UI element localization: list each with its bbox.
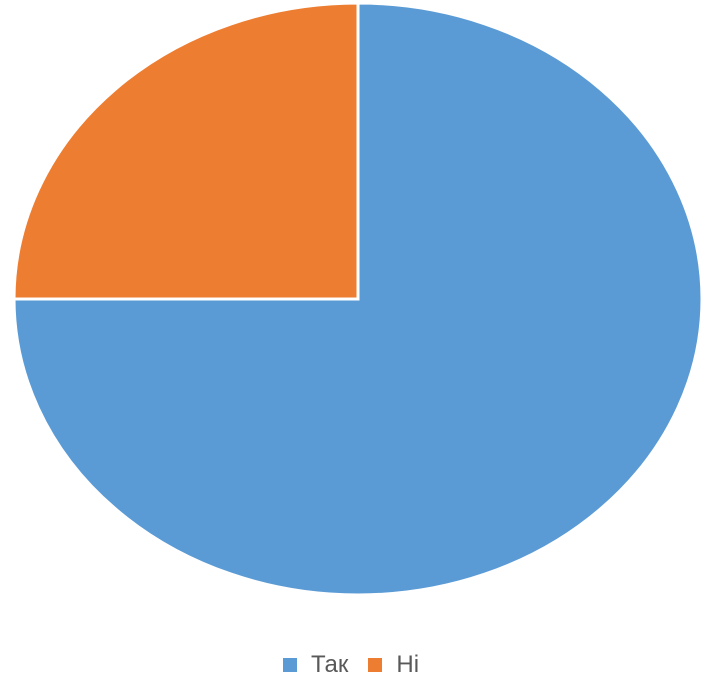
legend-label-ni: Ні xyxy=(396,651,420,678)
chart-legend: Так Ні xyxy=(0,640,702,690)
pie-slice-ni xyxy=(12,1,360,301)
legend-item-ni: Ні xyxy=(368,653,419,677)
pie-chart-canvas xyxy=(12,1,702,597)
legend-item-tak: Так xyxy=(282,651,349,678)
legend-label-tak: Так xyxy=(310,651,349,678)
legend-swatch-tak xyxy=(282,658,297,672)
legend-swatch-ni xyxy=(368,658,383,672)
